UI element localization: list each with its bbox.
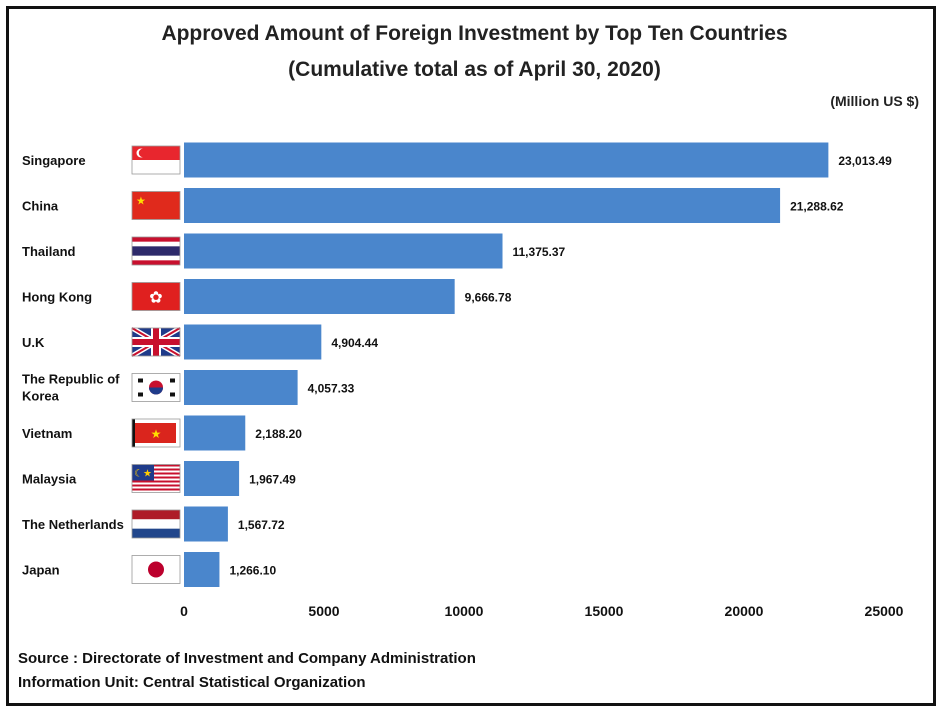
category-label: The Netherlands [22,517,124,532]
bar [184,233,503,269]
data-label: 1,567.72 [238,518,285,532]
chart-title: Approved Amount of Foreign Investment by… [161,22,788,45]
bar [184,552,220,587]
x-tick-label: 10000 [445,603,484,619]
bar [184,506,228,542]
data-label: 1,266.10 [229,564,276,578]
uk-flag-icon [130,325,182,359]
china-flag-icon: ★ [131,191,181,220]
korea-flag-icon [131,373,181,402]
svg-text:★: ★ [151,427,162,441]
bar [184,461,240,496]
svg-text:★: ★ [136,195,146,208]
category-label: The Republic of Korea [22,372,120,404]
x-tick-label: 20000 [725,603,764,619]
malaysia-flag-icon: ☾★ [131,464,181,493]
bar [184,188,781,223]
data-label: 11,375.37 [513,245,566,259]
category-label: Singapore [22,153,86,168]
data-label: 21,288.62 [790,200,844,214]
vietnam-flag-icon: ★ [131,418,181,448]
bar [184,324,322,360]
unit-label: (Million US $) [830,93,919,109]
x-tick-label: 15000 [585,603,624,619]
information-unit-note: Information Unit: Central Statistical Or… [18,674,366,691]
category-label: Hong Kong [22,290,92,305]
data-label: 9,666.78 [465,291,512,305]
bar-chart: Singapore 23,013.49 China ★ 21,288.62 Thailan… [22,142,904,619]
svg-text:✿: ✿ [149,288,162,307]
hong-kong-flag-icon: ✿ [131,282,181,311]
source-note: Source : Directorate of Investment and C… [18,650,476,667]
data-label: 4,057.33 [308,382,355,396]
category-label: Thailand [22,244,76,259]
bar [184,142,829,178]
data-label: 1,967.49 [249,473,296,487]
chart-subtitle: (Cumulative total as of April 30, 2020) [288,58,661,81]
bar [184,279,455,314]
category-label: Vietnam [22,426,72,441]
bar [184,415,246,451]
category-label: Malaysia [22,472,77,487]
category-label: Japan [22,563,60,578]
netherlands-flag-icon [131,509,181,539]
data-label: 23,013.49 [838,154,892,168]
x-tick-label: 25000 [865,603,904,619]
x-tick-label: 5000 [308,603,339,619]
singapore-flag-icon [131,145,181,175]
bar [184,370,298,405]
category-label: U.K [22,335,45,350]
japan-flag-icon [131,555,181,584]
svg-text:☾★: ☾★ [134,469,152,480]
data-label: 4,904.44 [331,336,378,350]
category-label: China [22,199,59,214]
x-tick-label: 0 [180,603,188,619]
thailand-flag-icon [131,236,181,266]
data-label: 2,188.20 [255,427,302,441]
